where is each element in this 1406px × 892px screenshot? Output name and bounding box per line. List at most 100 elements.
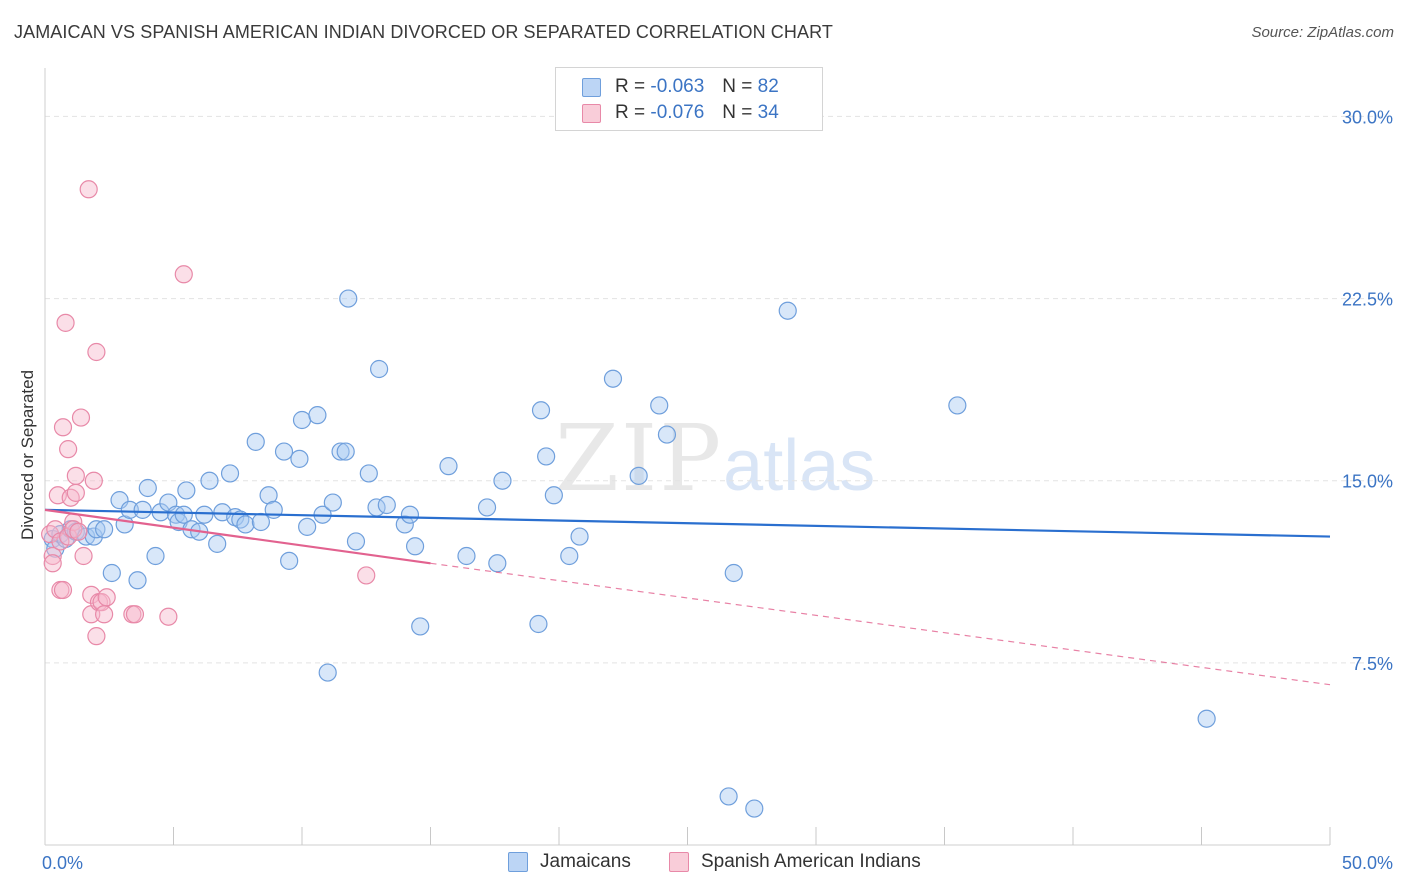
legend-n-label: N = (722, 76, 753, 97)
jamaicans-points (43, 289, 1216, 818)
jamaicans-point (308, 406, 327, 425)
spanish-american-indians-point (174, 265, 193, 284)
jamaicans-point (120, 500, 139, 519)
series-legend: Jamaicans Spanish American Indians (0, 851, 1406, 877)
legend-row-spanish-american-indians: R = -0.076 N = 34 (582, 101, 779, 125)
legend-n-value: 82 (757, 76, 779, 97)
jamaicans-point (274, 442, 294, 461)
jamaicans-point (195, 505, 214, 524)
legend-n-label: N = (722, 102, 753, 123)
spanish-american-indians-point (79, 180, 98, 199)
y-tick-label: 22.5% (1342, 290, 1393, 310)
jamaicans-point (251, 512, 270, 532)
spanish-american-indians-point (66, 483, 85, 502)
jamaicans-point (246, 432, 265, 451)
legend-r-value: -0.063 (650, 76, 705, 97)
jamaicans-point (331, 442, 350, 461)
jamaicans-point (488, 554, 507, 573)
jamaicans-point (560, 546, 579, 566)
jamaicans-point (544, 486, 563, 505)
jamaicans-point (128, 571, 147, 590)
spanish-american-indians-point (53, 580, 73, 600)
spanish-american-indians-point (97, 588, 116, 607)
jamaicans-point (724, 563, 743, 583)
jamaicans-point (948, 396, 967, 415)
spanish-american-indians-point (66, 466, 85, 485)
jamaicans-point (346, 532, 366, 551)
series-legend-jamaicans[interactable]: Jamaicans (508, 851, 631, 873)
jamaicans-point (570, 527, 589, 546)
jamaicans-point (174, 505, 193, 524)
jamaicans-point (493, 471, 512, 490)
trend-lines (44, 508, 1331, 686)
jamaicans-point (719, 787, 738, 806)
tick-labels: 7.5% 15.0% 22.5% 30.0% 0.0% 50.0% (42, 107, 1393, 873)
series-legend-spanish-american-indians[interactable]: Spanish American Indians (669, 851, 921, 873)
jamaicans-point (292, 410, 312, 430)
legend-r-label: R = (615, 102, 646, 123)
jamaicans-point (336, 442, 355, 461)
spanish-american-indians-points (41, 180, 376, 646)
spanish-american-indians-point (69, 522, 88, 541)
watermark: ZIPatlas (555, 405, 875, 512)
spanish-american-indians-point (87, 627, 106, 646)
y-axis-label: Divorced or Separated (18, 370, 37, 540)
series-legend-label: Spanish American Indians (701, 851, 921, 872)
jamaicans-point (138, 478, 157, 498)
spanish-american-indians-point (43, 546, 62, 566)
spanish-american-indians-point (59, 440, 78, 459)
jamaicans-point (220, 464, 240, 483)
jamaicans-point (323, 493, 342, 512)
chart-title: JAMAICAN VS SPANISH AMERICAN INDIAN DIVO… (14, 22, 833, 42)
jamaicans-point (537, 447, 556, 466)
legend-row-jamaicans: R = -0.063 N = 82 (582, 75, 779, 99)
jamaicans-point (395, 515, 414, 534)
spanish-american-indians-point (41, 525, 60, 544)
legend-swatch-blue (582, 77, 601, 97)
jamaicans-point (231, 510, 250, 529)
spanish-american-indians-point (56, 313, 75, 332)
jamaicans-point (377, 495, 396, 515)
jamaicans-point (405, 537, 425, 556)
jamaicans-point (236, 515, 255, 534)
jamaicans-point (745, 799, 764, 818)
spanish-american-indians-point (125, 605, 145, 624)
legend-n-value: 34 (757, 102, 779, 123)
correlation-legend: R = -0.063 N = 82 R = -0.076 N = 34 (555, 67, 823, 131)
jamaicans-point (339, 289, 358, 308)
jamaicans-point (657, 425, 677, 444)
jamaicans-point (629, 466, 648, 485)
jamaicans-point (166, 505, 186, 524)
jamaicans-point (87, 520, 106, 539)
jamaicans-point (95, 520, 114, 539)
spanish-american-indians-point (87, 342, 106, 362)
spanish-american-indians-trend-extension (430, 562, 1331, 686)
jamaicans-point (290, 449, 309, 468)
series-swatch-blue (508, 852, 528, 872)
jamaicans-point (318, 663, 337, 682)
jamaicans-point (298, 517, 317, 536)
spanish-american-indians-point (53, 418, 73, 437)
spanish-american-indians-point (74, 546, 93, 566)
jamaicans-point (133, 500, 152, 519)
jamaicans-point (477, 498, 497, 517)
spanish-american-indians-point (95, 605, 114, 624)
jamaicans-point (359, 464, 378, 483)
jamaicans-point (177, 481, 196, 500)
jamaicans-point (280, 551, 299, 570)
series-swatch-pink (669, 852, 689, 872)
jamaicans-point (400, 505, 420, 524)
jamaicans-trend-line (44, 508, 1331, 538)
spanish-american-indians-point (43, 554, 62, 573)
jamaicans-point (146, 546, 165, 566)
legend-swatch-pink (582, 103, 601, 123)
jamaicans-point (778, 301, 797, 320)
x-tick-label: 50.0% (1342, 853, 1393, 873)
jamaicans-point (531, 401, 551, 420)
watermark-atlas: atlas (723, 426, 876, 506)
jamaicans-point (208, 534, 227, 553)
y-tick-label: 7.5% (1352, 654, 1393, 674)
jamaicans-point (1197, 709, 1216, 728)
spanish-american-indians-point (357, 566, 376, 585)
